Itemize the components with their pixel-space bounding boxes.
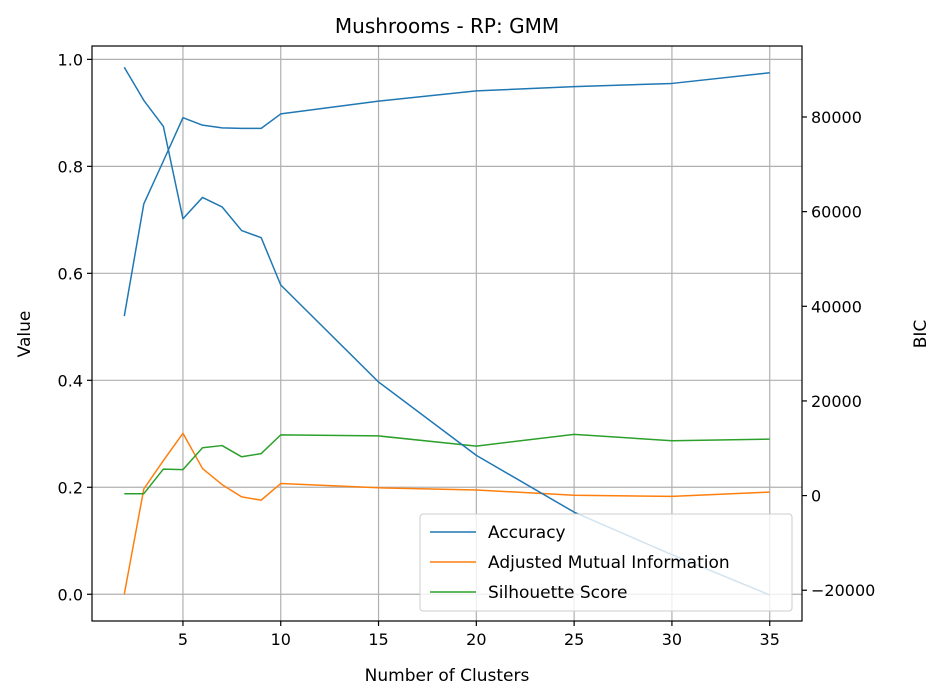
series-points-adjusted-mutual-information (124, 433, 770, 595)
y-tick-label: 1.0 (58, 50, 83, 69)
x-axis: 5 10 15 20 25 30 35 (178, 621, 780, 649)
legend-box (419, 513, 793, 612)
x-tick-label: 15 (368, 630, 388, 649)
plot-frame (91, 45, 803, 622)
y-tick-label: 0.0 (58, 585, 83, 604)
y-axis-right: −20000 0 20000 40000 60000 80000 (802, 108, 875, 600)
legend-label: Accuracy (488, 523, 566, 543)
y2-tick-label: −20000 (811, 581, 875, 600)
x-axis-label: Number of Clusters (365, 666, 530, 686)
series-line-adjusted-mutual-information (123, 432, 770, 595)
chart-title: Mushrooms - RP: GMM (335, 14, 559, 38)
series-line-bic (123, 66, 771, 596)
series-points-accuracy (124, 72, 770, 317)
y-tick-label: 0.8 (58, 157, 83, 176)
y2-axis-label: BIC (911, 320, 931, 349)
series-line-silhouette-score (124, 433, 770, 495)
x-tick-label: 10 (271, 630, 291, 649)
legend: Accuracy Adjusted Mutual Information Silho… (419, 513, 793, 612)
x-tick-label: 20 (466, 630, 486, 649)
x-tick-label: 30 (662, 630, 682, 649)
y2-tick-label: 20000 (811, 392, 862, 411)
y2-tick-label: 40000 (811, 297, 862, 316)
y-axis-left: 0.0 0.2 0.4 0.6 0.8 1.0 (58, 50, 92, 604)
y-axis-label: Value (15, 311, 35, 358)
grid (92, 46, 802, 621)
y-tick-label: 0.4 (58, 371, 83, 390)
x-tick-label: 5 (178, 630, 188, 649)
series-line-accuracy (123, 71, 770, 317)
y2-tick-label: 0 (811, 487, 821, 506)
legend-label: Adjusted Mutual Information (488, 553, 730, 573)
y-tick-label: 0.2 (58, 478, 83, 497)
x-tick-label: 25 (564, 630, 584, 649)
x-tick-label: 35 (760, 630, 780, 649)
y-tick-label: 0.6 (58, 264, 83, 283)
series-lines (123, 66, 771, 596)
legend-label: Silhouette Score (488, 583, 627, 603)
y2-tick-label: 80000 (811, 108, 862, 127)
y2-tick-label: 60000 (811, 203, 862, 222)
series-points-silhouette-score (124, 434, 770, 494)
